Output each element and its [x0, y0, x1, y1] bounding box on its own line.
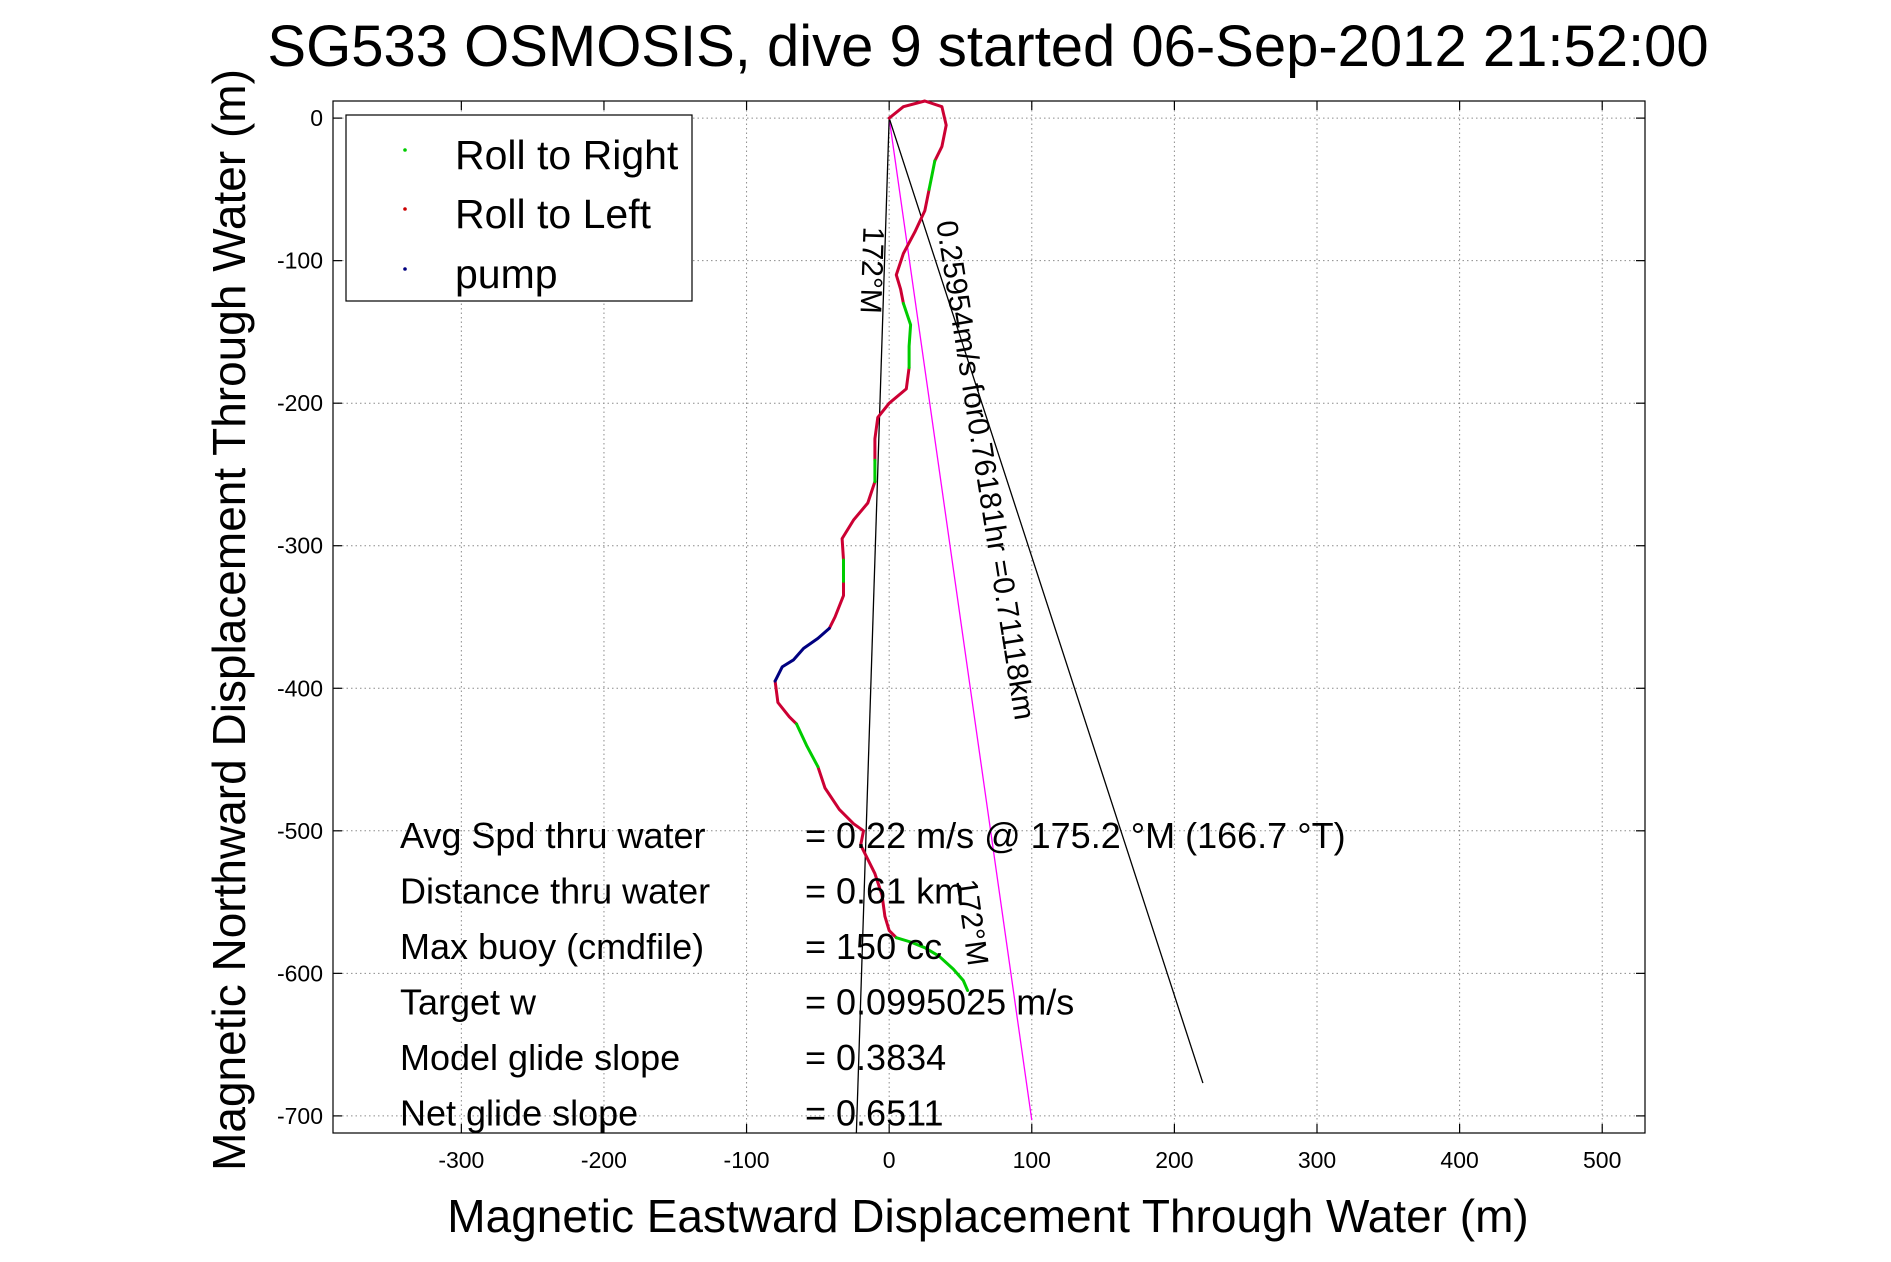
x-tick-label: 100	[1013, 1147, 1051, 1173]
legend-marker-pump	[403, 267, 407, 271]
stat-value: = 0.61 km	[805, 871, 964, 912]
stat-value: = 0.6511	[805, 1093, 943, 1134]
legend-label-roll-right: Roll to Right	[455, 132, 679, 178]
series-roll-to-left-segment	[873, 366, 911, 462]
series-roll-to-right-segment	[795, 722, 820, 769]
x-axis-label: Magnetic Eastward Displacement Through W…	[447, 1190, 1528, 1242]
stat-label: Distance thru water	[400, 871, 710, 912]
stat-label: Max buoy (cmdfile)	[400, 926, 704, 967]
legend-label-roll-left: Roll to Left	[455, 191, 652, 237]
y-tick-label: -300	[277, 533, 323, 559]
y-tick-label: -200	[277, 390, 323, 416]
series-roll-to-right-segment	[927, 159, 937, 191]
x-tick-label: 200	[1155, 1147, 1193, 1173]
x-tick-label: 500	[1583, 1147, 1621, 1173]
stat-value: = 0.22 m/s @ 175.2 °M (166.7 °T)	[805, 815, 1346, 856]
y-tick-label: -100	[277, 248, 323, 274]
y-tick-label: 0	[310, 105, 323, 131]
stat-label: Target w	[400, 982, 537, 1023]
annotation-text: 172°M	[853, 226, 889, 314]
legend-marker-roll-left	[403, 207, 407, 211]
stat-value: = 0.0995025 m/s	[805, 982, 1074, 1023]
y-tick-label: -500	[277, 818, 323, 844]
series-pump-segment	[773, 626, 831, 683]
series-roll-to-right-segment	[894, 936, 970, 992]
reference-lines	[855, 117, 1204, 1134]
series-roll-to-left-segment	[816, 765, 898, 940]
series-roll-to-left-segment	[773, 679, 798, 726]
legend: Roll to Right Roll to Left pump	[345, 114, 693, 302]
legend-label-pump: pump	[455, 251, 558, 297]
trajectory-series	[773, 99, 970, 992]
y-tick-label: -400	[277, 675, 323, 701]
reference-line	[888, 118, 1033, 1121]
x-tick-label: 0	[883, 1147, 896, 1173]
series-roll-to-left-segment	[887, 99, 948, 163]
chart-title: SG533 OSMOSIS, dive 9 started 06-Sep-201…	[267, 14, 1708, 79]
reference-line	[855, 118, 890, 1134]
y-tick-label: -700	[277, 1103, 323, 1129]
series-roll-to-left-segment	[894, 187, 931, 305]
x-tick-label: 300	[1298, 1147, 1336, 1173]
stat-value: = 0.3834	[805, 1037, 946, 1078]
stat-label: Model glide slope	[400, 1037, 680, 1078]
stat-label: Net glide slope	[400, 1093, 638, 1134]
stat-label: Avg Spd thru water	[400, 815, 706, 856]
stat-value: = 150 cc	[805, 926, 942, 967]
reference-line	[888, 117, 1204, 1084]
x-tick-label: -200	[581, 1147, 627, 1173]
x-tick-label: 400	[1440, 1147, 1478, 1173]
y-tick-label: -600	[277, 960, 323, 986]
legend-marker-roll-right	[403, 148, 407, 152]
series-roll-to-right-segment	[901, 301, 913, 370]
series-roll-to-left-segment	[840, 480, 877, 562]
x-tick-label: -300	[438, 1147, 484, 1173]
stats-block: Avg Spd thru water = 0.22 m/s @ 175.2 °M …	[400, 815, 1346, 1134]
y-axis-label: Magnetic Northward Displacement Through …	[203, 69, 255, 1171]
x-tick-label: -100	[724, 1147, 770, 1173]
axis-ticks: -300 -200 -100 0 100 200 300 400 500 0 -100 -200 -30…	[277, 101, 1645, 1173]
series-roll-to-left-segment	[827, 579, 845, 630]
